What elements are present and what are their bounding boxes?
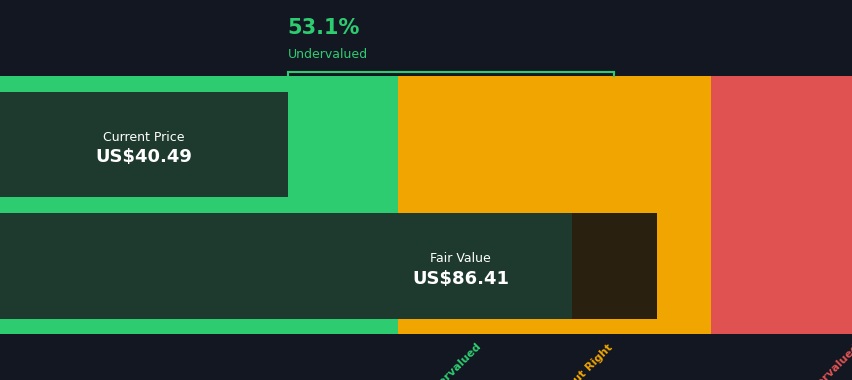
Bar: [398, 76, 710, 92]
Bar: [398, 197, 710, 213]
Bar: [0, 92, 398, 197]
Text: US$86.41: US$86.41: [412, 269, 509, 288]
Bar: [0, 318, 398, 334]
Text: 20% Undervalued: 20% Undervalued: [398, 342, 482, 380]
Bar: [0, 92, 287, 197]
Bar: [0, 213, 613, 318]
Bar: [710, 76, 852, 92]
Bar: [398, 213, 710, 318]
Bar: [398, 92, 710, 197]
Text: Fair Value: Fair Value: [429, 252, 491, 265]
Bar: [710, 197, 852, 213]
Bar: [0, 76, 398, 92]
Bar: [571, 213, 656, 318]
Bar: [710, 318, 852, 334]
Bar: [710, 213, 852, 318]
Text: 20% Overvalued: 20% Overvalued: [781, 342, 852, 380]
Text: 53.1%: 53.1%: [287, 18, 360, 38]
Bar: [0, 197, 398, 213]
Bar: [710, 92, 852, 197]
Text: US$40.49: US$40.49: [95, 148, 192, 166]
Bar: [398, 318, 710, 334]
Text: About Right: About Right: [554, 342, 613, 380]
Text: Undervalued: Undervalued: [287, 48, 367, 61]
Bar: [0, 213, 398, 318]
Text: Current Price: Current Price: [103, 131, 184, 144]
